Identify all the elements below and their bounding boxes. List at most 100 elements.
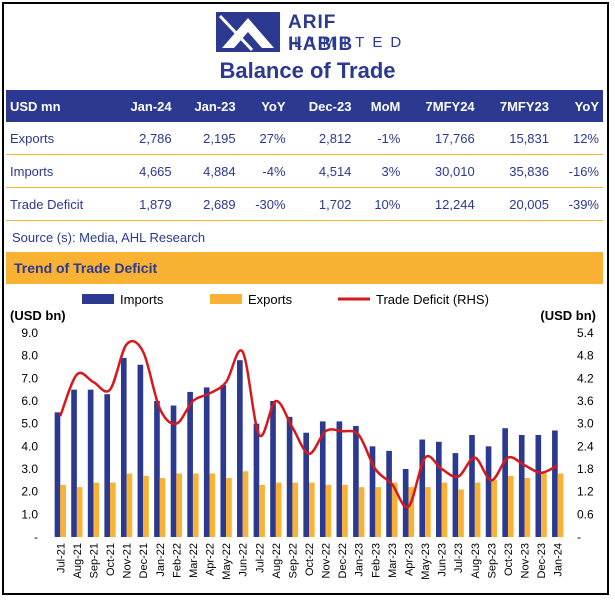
table-cell: 15,831: [478, 122, 553, 155]
exports-bar: [275, 482, 282, 537]
company-sub: LIMITED: [294, 34, 410, 51]
exports-bar: [325, 484, 332, 537]
table-cell: 1,879: [111, 187, 176, 221]
exports-bar: [557, 473, 564, 537]
legend-label-0: Imports: [120, 292, 164, 307]
exports-bar: [159, 478, 166, 537]
imports-bar: [71, 389, 77, 537]
x-tick-label: Sep-22: [287, 543, 299, 578]
table-cell: 2,786: [111, 122, 176, 155]
y2-tick-label: 3.0: [577, 417, 594, 431]
x-tick-label: Jul-22: [254, 543, 266, 573]
col-header: Jan-24: [111, 90, 176, 122]
exports-bar: [541, 473, 547, 537]
exports-bar: [93, 482, 100, 537]
source-note: Source (s): Media, AHL Research: [12, 230, 206, 245]
imports-bar: [220, 385, 227, 537]
y-tick-label: 4.0: [21, 439, 38, 453]
y-tick-label: 6.0: [21, 394, 38, 408]
table-cell: Exports: [6, 122, 112, 155]
x-tick-label: Nov-21: [122, 543, 134, 578]
company-name: ARIF HABIB: [288, 12, 354, 55]
imports-bar: [54, 412, 61, 537]
table-cell: -4%: [239, 154, 290, 188]
col-header: 7MFY23: [478, 90, 553, 122]
table-cell: Imports: [6, 154, 112, 188]
imports-bar: [203, 387, 210, 537]
y2-tick-label: 4.2: [577, 371, 594, 385]
exports-bar: [76, 487, 83, 537]
table-cell: 2,195: [175, 122, 240, 155]
legend-label-2: Trade Deficit (RHS): [376, 292, 489, 307]
table-cell: Trade Deficit: [6, 187, 112, 221]
table-row: Trade Deficit 1,879 2,689 -30% 1,702 10%…: [6, 187, 603, 221]
exports-bar: [491, 480, 498, 537]
x-tick-label: Feb-23: [370, 543, 382, 578]
x-tick-label: Mar-23: [387, 543, 399, 578]
y2-tick-label: -: [577, 530, 581, 544]
x-tick-label: Jul-23: [453, 543, 465, 573]
exports-bar: [358, 487, 365, 537]
imports-bar: [535, 435, 542, 537]
exports-bar: [408, 487, 415, 537]
y2-tick-label: 1.2: [577, 485, 594, 499]
col-header: 7MFY24: [404, 90, 479, 122]
imports-bar: [336, 421, 343, 537]
y-tick-label: -: [34, 530, 38, 544]
y-tick-label: 2.0: [21, 485, 38, 499]
y-tick-label: 1.0: [21, 507, 38, 521]
exports-bar: [110, 482, 116, 537]
x-tick-label: Apr-23: [403, 543, 415, 576]
company-logo: ARIF HABIB LIMITED: [216, 12, 410, 55]
exports-bar: [507, 475, 514, 537]
y2-tick-label: 1.8: [577, 462, 594, 476]
x-tick-label: Dec-23: [536, 543, 548, 578]
table-cell: 12,244: [404, 187, 479, 221]
x-tick-label: Dec-21: [138, 543, 150, 578]
table-cell: 2,689: [175, 187, 240, 221]
y2-tick-label: 0.6: [577, 507, 594, 521]
imports-bar: [518, 435, 525, 537]
exports-bar: [126, 473, 133, 537]
y2-tick-label: 5.4: [577, 326, 594, 340]
table-cell: 2,812: [289, 122, 356, 155]
exports-bar: [441, 482, 448, 537]
exports-bar: [192, 473, 199, 537]
x-tick-label: May-23: [420, 543, 432, 580]
imports-bar: [319, 421, 326, 537]
x-tick-label: Nov-22: [321, 543, 333, 578]
balance-table: USD mn Jan-24 Jan-23 YoY Dec-23 MoM 7MFY…: [6, 90, 603, 221]
exports-bar: [209, 473, 216, 537]
legend-label-1: Exports: [248, 292, 293, 307]
table-cell: -16%: [553, 154, 603, 188]
imports-bar: [353, 425, 359, 537]
imports-bar: [286, 416, 293, 537]
exports-bar: [176, 473, 182, 537]
x-tick-label: Sep-21: [88, 543, 100, 578]
x-tick-label: Aug-23: [470, 543, 482, 578]
imports-bar: [402, 469, 409, 537]
table-cell: 17,766: [404, 122, 479, 155]
x-tick-label: Jun-22: [238, 543, 250, 577]
table-cell: 20,005: [478, 187, 553, 221]
logo-mark-icon: [216, 12, 280, 52]
x-tick-label: Sep-23: [486, 543, 498, 578]
y-axis-title: (USD bn): [10, 308, 66, 323]
y-tick-label: 5.0: [21, 417, 38, 431]
imports-bar: [469, 435, 475, 537]
x-tick-label: Jun-23: [437, 543, 449, 577]
exports-bar: [242, 471, 249, 537]
y2-axis-title: (USD bn): [540, 308, 596, 323]
col-header: MoM: [355, 90, 405, 122]
table-row: Exports 2,786 2,195 27% 2,812 -1% 17,766…: [6, 122, 603, 155]
imports-bar: [436, 441, 442, 537]
table-cell: 1,702: [289, 187, 356, 221]
imports-bar: [485, 446, 492, 537]
legend-swatch-0: [82, 294, 114, 304]
imports-bar: [419, 439, 426, 537]
exports-bar: [226, 478, 232, 537]
x-tick-label: Apr-22: [205, 543, 217, 576]
imports-bar: [502, 428, 508, 537]
exports-bar: [292, 482, 299, 537]
x-tick-label: Jul-21: [55, 543, 67, 573]
